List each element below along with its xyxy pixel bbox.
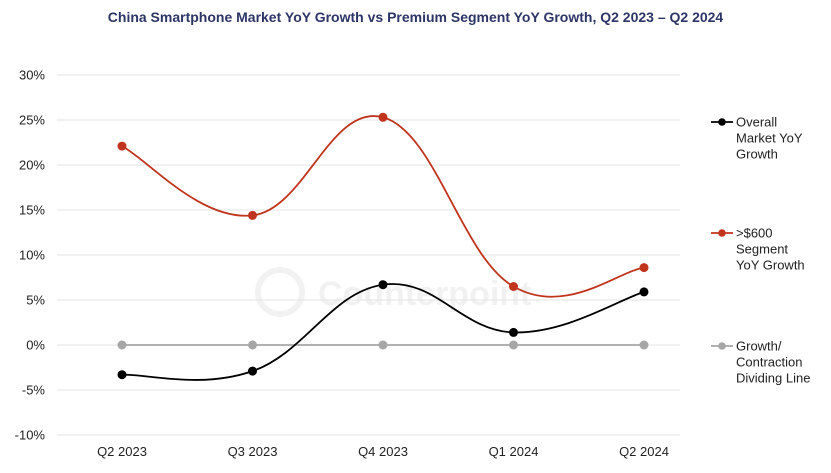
y-tick-label: 15%	[19, 203, 45, 218]
series-line	[121, 115, 645, 298]
y-tick-label: 0%	[26, 338, 45, 353]
x-tick-label: Q2 2024	[619, 444, 669, 459]
data-point	[117, 340, 127, 350]
y-tick-label: 5%	[26, 293, 45, 308]
x-tick-label: Q1 2024	[489, 444, 539, 459]
legend-label: >$600	[736, 226, 773, 241]
chart-title: China Smartphone Market YoY Growth vs Pr…	[107, 9, 724, 25]
legend-label: Overall	[736, 115, 777, 130]
legend-swatch-marker	[718, 229, 726, 237]
y-tick-label: 25%	[19, 113, 45, 128]
x-tick-label: Q3 2023	[228, 444, 278, 459]
data-point	[378, 112, 388, 122]
legend-label: Segment	[736, 242, 788, 257]
y-tick-label: -10%	[15, 428, 46, 443]
watermark: Counterpoint	[255, 267, 531, 317]
watermark-logo-icon	[255, 267, 305, 317]
x-tick-label: Q2 2023	[97, 444, 147, 459]
data-point	[248, 366, 257, 376]
data-point	[378, 340, 388, 350]
legend-label: Dividing Line	[736, 371, 810, 386]
x-tick-label: Q4 2023	[358, 444, 408, 459]
data-point	[639, 263, 649, 273]
data-point	[509, 340, 518, 350]
legend-swatch-marker	[718, 118, 726, 126]
data-point	[509, 282, 518, 291]
legend-label: Growth	[736, 147, 778, 162]
y-tick-label: -5%	[22, 383, 46, 398]
legend-label: YoY Growth	[736, 258, 805, 273]
data-point	[117, 141, 127, 151]
y-tick-label: 10%	[19, 248, 45, 263]
y-tick-label: 20%	[19, 158, 45, 173]
data-point	[248, 340, 257, 350]
data-point	[639, 340, 649, 350]
legend-label: Market YoY	[736, 131, 803, 146]
data-point	[378, 280, 388, 290]
legend-label: Contraction	[736, 355, 802, 370]
data-point	[117, 370, 127, 380]
legend-label: Growth/	[736, 339, 782, 354]
legend-swatch-marker	[718, 342, 726, 350]
watermark-text: Counterpoint	[318, 275, 531, 313]
data-point	[509, 327, 518, 337]
data-point	[248, 210, 257, 220]
data-point	[639, 287, 649, 297]
y-tick-label: 30%	[19, 68, 45, 83]
